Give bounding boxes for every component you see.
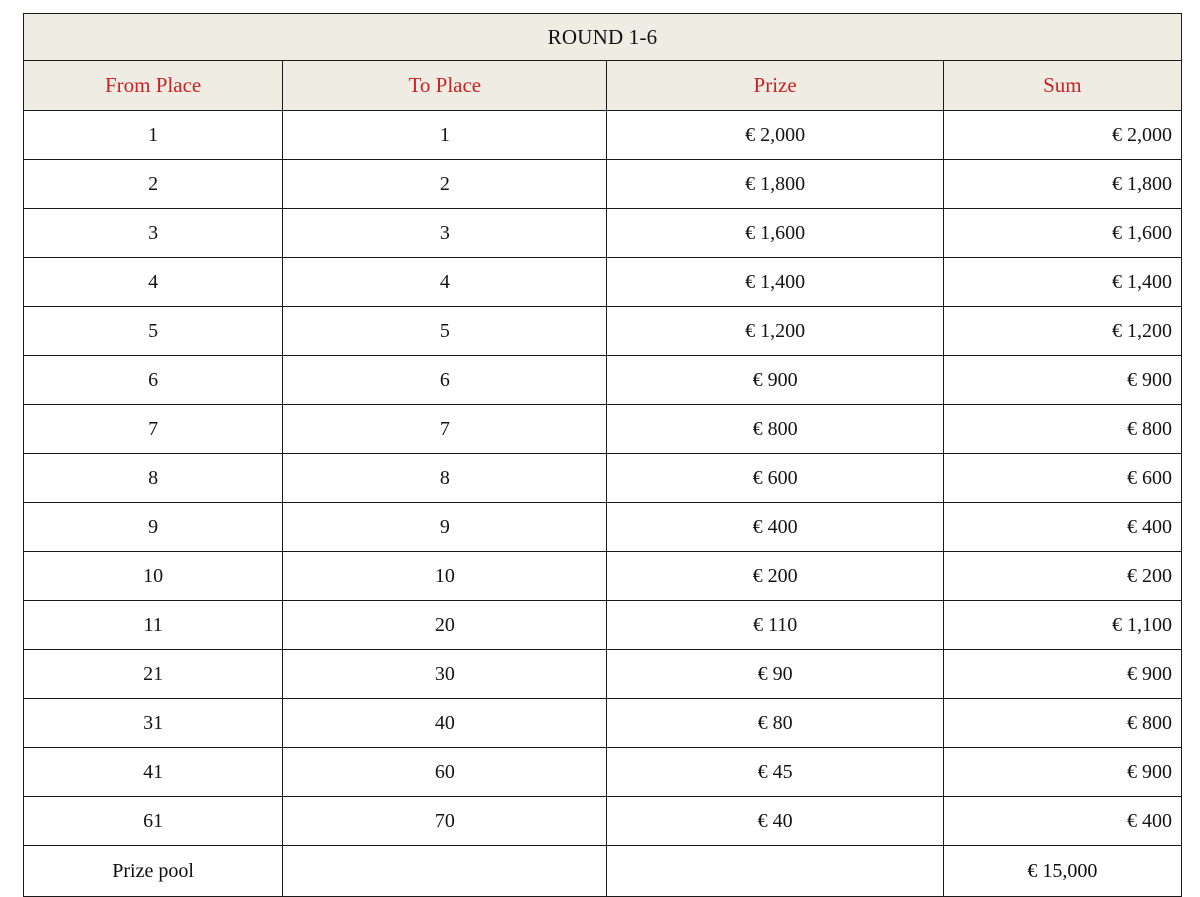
cell-prize: € 110: [606, 600, 944, 650]
table-column-header-row: From Place To Place Prize Sum: [22, 60, 1183, 111]
table-title-row: ROUND 1-6: [23, 13, 1182, 61]
cell-from-place: 5: [22, 306, 284, 356]
cell-to-place: 40: [282, 698, 608, 748]
cell-prize: € 1,800: [606, 159, 944, 209]
prize-table-container: ROUND 1-6 From Place To Place Prize Sum …: [22, 13, 1183, 897]
cell-prize: € 90: [606, 649, 944, 699]
prize-distribution-table: ROUND 1-6 From Place To Place Prize Sum …: [22, 13, 1183, 897]
table-row: 10 10 € 200 € 200: [22, 551, 1183, 601]
cell-to-place: 30: [282, 649, 608, 699]
cell-prize: € 40: [606, 796, 944, 846]
cell-from-place: 31: [22, 698, 284, 748]
cell-sum: € 800: [942, 404, 1183, 454]
table-header: ROUND 1-6 From Place To Place Prize Sum: [22, 13, 1183, 111]
prize-pool-to-cell: [282, 845, 608, 897]
cell-from-place: 2: [22, 159, 284, 209]
cell-prize: € 1,400: [606, 257, 944, 307]
cell-from-place: 1: [22, 110, 284, 160]
cell-to-place: 70: [282, 796, 608, 846]
cell-to-place: 5: [282, 306, 608, 356]
cell-prize: € 600: [606, 453, 944, 503]
table-row: 5 5 € 1,200 € 1,200: [22, 306, 1183, 356]
cell-to-place: 4: [282, 257, 608, 307]
cell-sum: € 900: [942, 355, 1183, 405]
cell-prize: € 45: [606, 747, 944, 797]
table-row: 21 30 € 90 € 900: [22, 649, 1183, 699]
cell-sum: € 400: [942, 796, 1183, 846]
table-row: 7 7 € 800 € 800: [22, 404, 1183, 454]
cell-sum: € 800: [942, 698, 1183, 748]
page-root: ROUND 1-6 From Place To Place Prize Sum …: [22, 13, 1183, 897]
table-row: 3 3 € 1,600 € 1,600: [22, 208, 1183, 258]
cell-to-place: 3: [282, 208, 608, 258]
prize-pool-label: Prize pool: [22, 845, 284, 897]
table-footer: Prize pool € 15,000: [22, 845, 1183, 897]
table-row: 31 40 € 80 € 800: [22, 698, 1183, 748]
cell-sum: € 1,400: [942, 257, 1183, 307]
cell-to-place: 1: [282, 110, 608, 160]
cell-to-place: 7: [282, 404, 608, 454]
prize-pool-total: € 15,000: [942, 845, 1183, 897]
cell-sum: € 900: [942, 649, 1183, 699]
column-header-to-place: To Place: [282, 60, 608, 111]
cell-from-place: 61: [22, 796, 284, 846]
prize-pool-row: Prize pool € 15,000: [22, 845, 1183, 897]
table-title: ROUND 1-6: [23, 13, 1182, 61]
cell-to-place: 8: [282, 453, 608, 503]
cell-from-place: 6: [22, 355, 284, 405]
cell-prize: € 1,600: [606, 208, 944, 258]
cell-to-place: 6: [282, 355, 608, 405]
cell-prize: € 800: [606, 404, 944, 454]
table-row: 41 60 € 45 € 900: [22, 747, 1183, 797]
prize-pool-prize-cell: [606, 845, 944, 897]
cell-to-place: 20: [282, 600, 608, 650]
table-row: 1 1 € 2,000 € 2,000: [22, 110, 1183, 160]
table-row: 9 9 € 400 € 400: [22, 502, 1183, 552]
cell-sum: € 400: [942, 502, 1183, 552]
table-row: 8 8 € 600 € 600: [22, 453, 1183, 503]
cell-sum: € 1,200: [942, 306, 1183, 356]
cell-sum: € 900: [942, 747, 1183, 797]
column-header-sum: Sum: [942, 60, 1183, 111]
cell-from-place: 10: [22, 551, 284, 601]
cell-prize: € 900: [606, 355, 944, 405]
cell-to-place: 9: [282, 502, 608, 552]
cell-sum: € 200: [942, 551, 1183, 601]
table-body: 1 1 € 2,000 € 2,000 2 2 € 1,800 € 1,800 3 3 € 1,60…: [22, 110, 1183, 846]
cell-to-place: 60: [282, 747, 608, 797]
table-row: 11 20 € 110 € 1,100: [22, 600, 1183, 650]
cell-from-place: 21: [22, 649, 284, 699]
table-row: 6 6 € 900 € 900: [22, 355, 1183, 405]
cell-prize: € 200: [606, 551, 944, 601]
cell-prize: € 400: [606, 502, 944, 552]
cell-from-place: 11: [22, 600, 284, 650]
cell-prize: € 2,000: [606, 110, 944, 160]
cell-sum: € 600: [942, 453, 1183, 503]
table-row: 61 70 € 40 € 400: [22, 796, 1183, 846]
cell-from-place: 7: [22, 404, 284, 454]
cell-from-place: 4: [22, 257, 284, 307]
cell-prize: € 80: [606, 698, 944, 748]
cell-from-place: 41: [22, 747, 284, 797]
cell-from-place: 8: [22, 453, 284, 503]
table-row: 4 4 € 1,400 € 1,400: [22, 257, 1183, 307]
cell-sum: € 1,800: [942, 159, 1183, 209]
cell-prize: € 1,200: [606, 306, 944, 356]
cell-from-place: 3: [22, 208, 284, 258]
column-header-prize: Prize: [606, 60, 944, 111]
cell-sum: € 1,100: [942, 600, 1183, 650]
cell-from-place: 9: [22, 502, 284, 552]
column-header-from-place: From Place: [22, 60, 284, 111]
cell-sum: € 1,600: [942, 208, 1183, 258]
cell-to-place: 10: [282, 551, 608, 601]
cell-sum: € 2,000: [942, 110, 1183, 160]
table-row: 2 2 € 1,800 € 1,800: [22, 159, 1183, 209]
cell-to-place: 2: [282, 159, 608, 209]
